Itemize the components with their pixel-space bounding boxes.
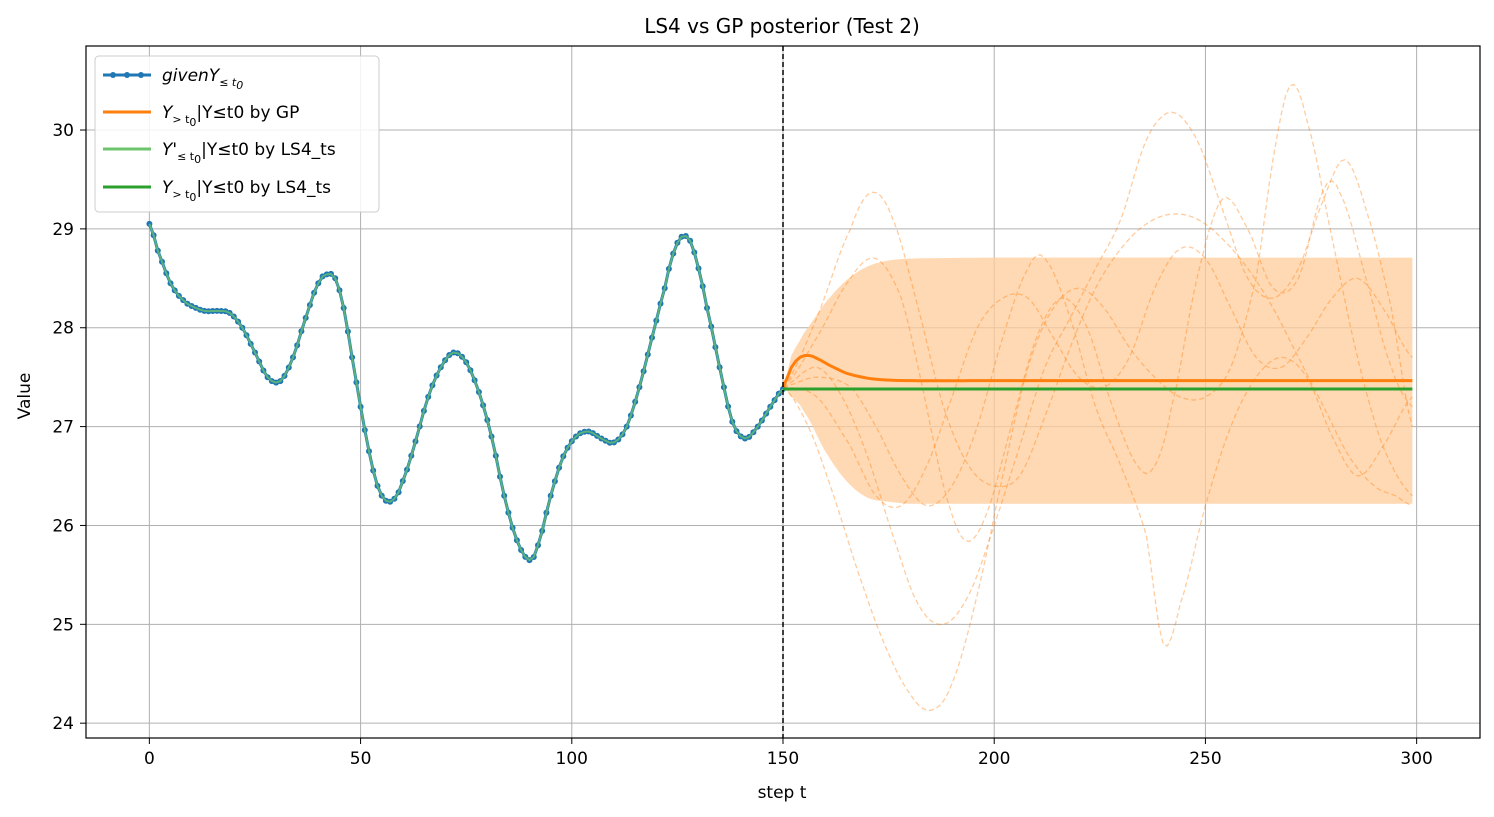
gp-sample-line <box>782 180 1413 543</box>
gp-sample-line <box>782 254 1413 647</box>
legend-entry-ls4-reconstruction: Y'≤ t0|Y≤t0 by LS4_ts <box>103 140 336 166</box>
legend-marker <box>124 72 130 78</box>
legend-marker <box>110 72 116 78</box>
legend-label-given: givenY≤ t0 <box>162 66 243 92</box>
ls4-reconstruction-line <box>148 223 784 562</box>
legend: givenY≤ t0 Y> t0|Y≤t0 by GP Y'≤ t0|Y≤t0 … <box>94 55 380 213</box>
x-tick-label: 250 <box>1189 749 1221 769</box>
x-tick-label: 0 <box>144 749 155 769</box>
gp-mean-line <box>781 353 1413 388</box>
y-tick-label: 30 <box>52 121 74 141</box>
legend-box <box>94 55 380 213</box>
y-tick-label: 24 <box>52 714 74 734</box>
x-tick-label: 150 <box>767 749 799 769</box>
y-tick-label: 28 <box>52 319 74 339</box>
legend-entry-ls4-forecast: Y> t0|Y≤t0 by LS4_ts <box>103 178 331 204</box>
legend-label-gp: Y> t0|Y≤t0 by GP <box>162 103 299 129</box>
y-tick-label: 27 <box>52 418 74 438</box>
x-tick-label: 50 <box>350 749 372 769</box>
chart-title: LS4 vs GP posterior (Test 2) <box>644 14 920 38</box>
x-tick-label: 100 <box>556 749 588 769</box>
legend-label-ls4-forecast: Y> t0|Y≤t0 by LS4_ts <box>162 178 331 204</box>
legend-entry-gp: Y> t0|Y≤t0 by GP <box>103 103 299 129</box>
legend-entry-given: givenY≤ t0 <box>103 66 243 92</box>
given-series-line <box>147 223 785 562</box>
legend-label-ls4-reconstruction: Y'≤ t0|Y≤t0 by LS4_ts <box>162 140 336 166</box>
y-tick-label: 26 <box>52 516 74 536</box>
series-lines <box>146 220 1413 564</box>
x-axis-label: step t <box>758 783 807 803</box>
x-tick-label: 200 <box>978 749 1010 769</box>
gp-sample-line <box>782 246 1413 509</box>
gp-sample-line <box>782 83 1413 711</box>
y-tick-label: 29 <box>52 220 74 240</box>
gp-sample-line <box>782 191 1413 507</box>
legend-marker <box>138 72 144 78</box>
y-axis-label: Value <box>15 373 35 420</box>
gp-sample-line <box>782 111 1414 626</box>
y-tick-label: 25 <box>52 615 74 635</box>
x-tick-label: 300 <box>1400 749 1432 769</box>
ticks: 0 50 100 150 200 250 300 24 25 26 27 28 29 30 <box>52 121 1433 769</box>
gp-samples <box>782 83 1414 711</box>
